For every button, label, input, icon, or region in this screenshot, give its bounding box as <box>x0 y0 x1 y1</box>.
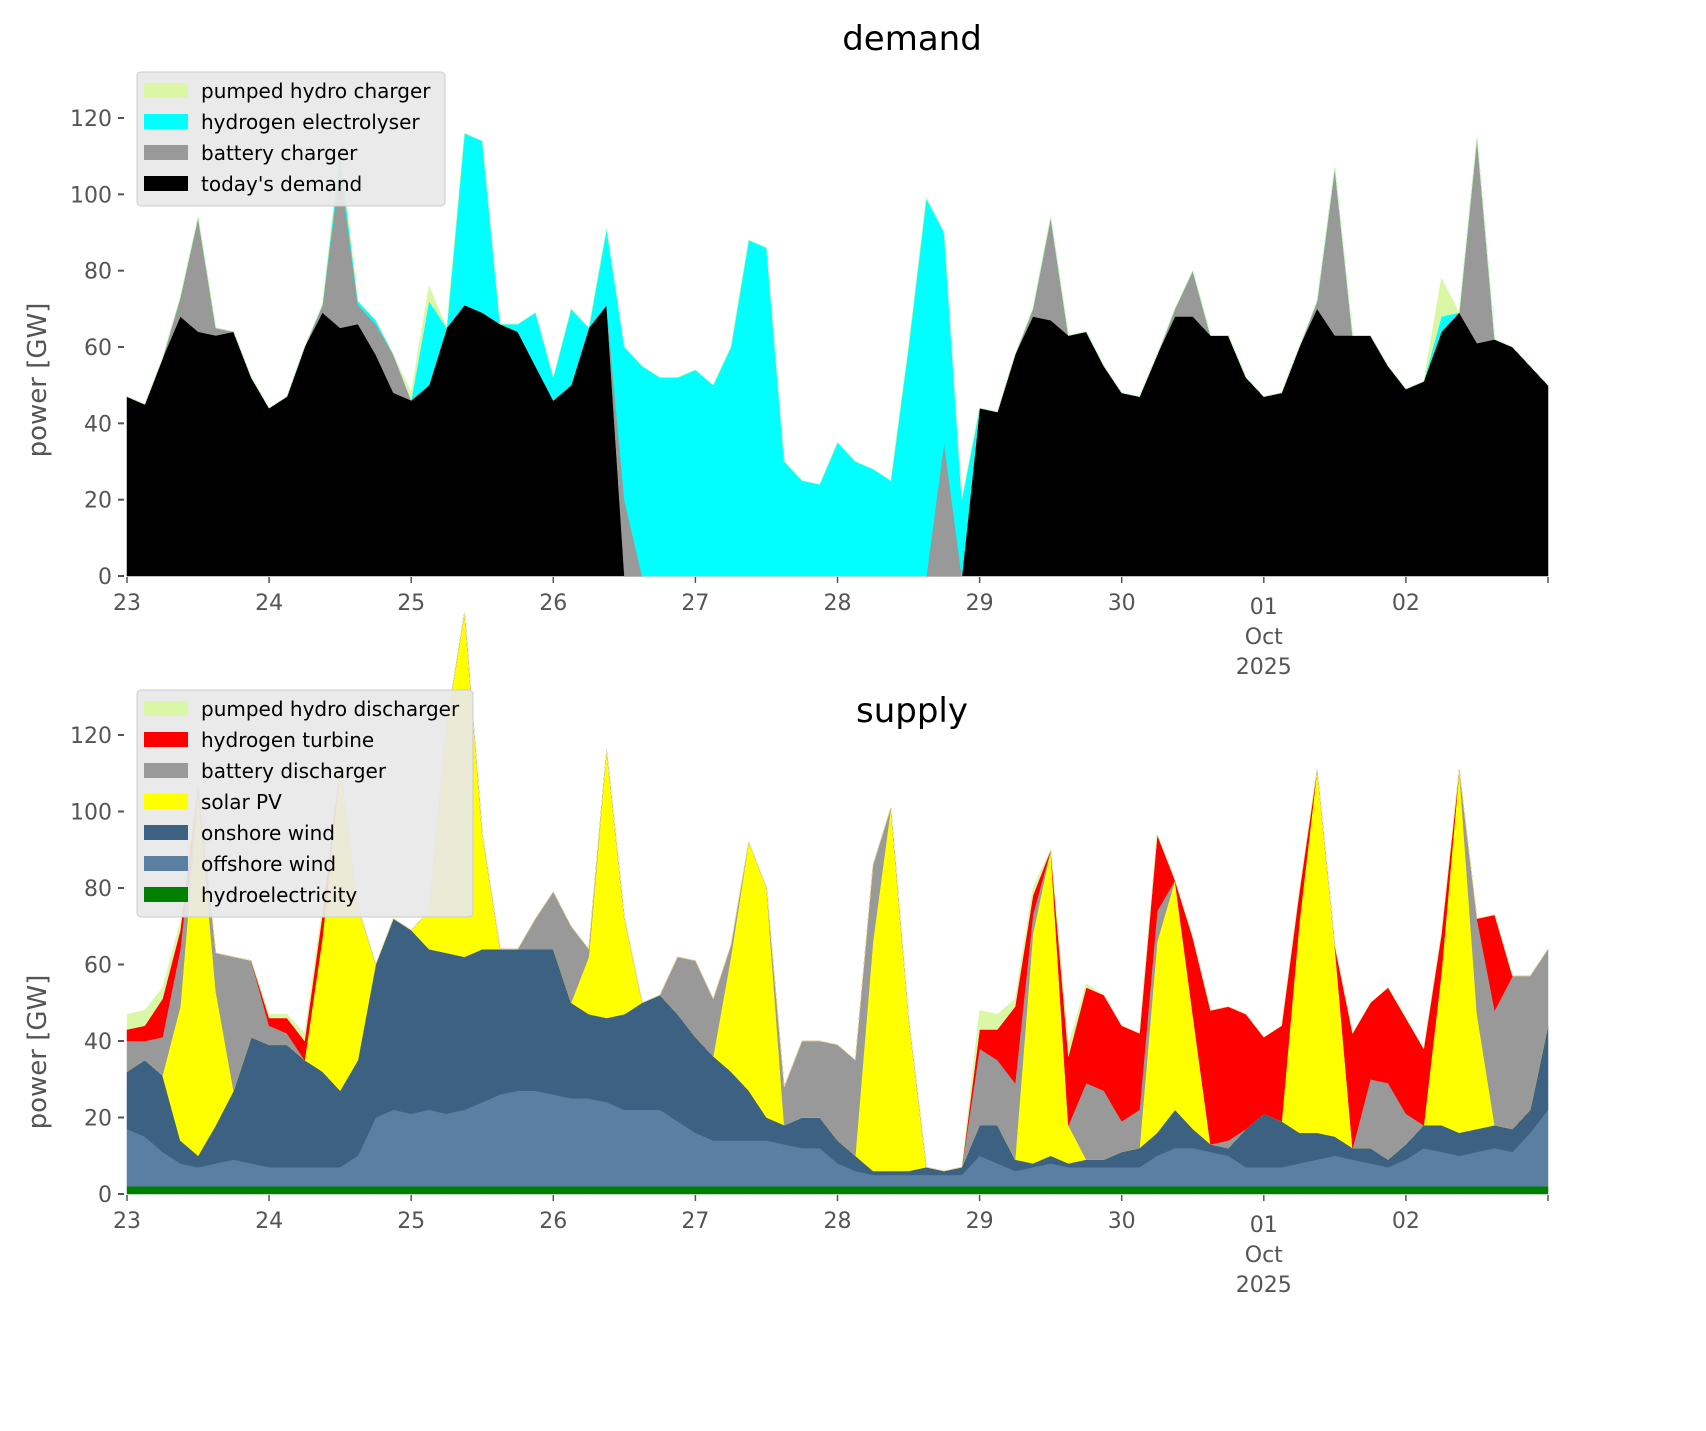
supply-x-tick-label: 27 <box>681 1209 709 1234</box>
supply-x-tick-label: 23 <box>113 1209 141 1234</box>
supply-legend-swatch-hydroelectricity <box>144 887 188 902</box>
supply-chart-title: supply <box>856 691 968 731</box>
supply-x-tick-label: 02 <box>1392 1209 1420 1234</box>
supply-legend-swatch-solar-pv <box>144 794 188 809</box>
demand-x-tick-label: 28 <box>824 591 852 616</box>
supply-area-pumped-hydro-discharger <box>126 612 1549 1172</box>
demand-x-tick-label: 27 <box>681 591 709 616</box>
supply-y-tick-label: 100 <box>70 801 112 826</box>
demand-legend-swatch-hydrogen-electrolyser <box>144 114 188 129</box>
supply-x-tick-label: 29 <box>966 1209 994 1234</box>
supply-x-tick-label: 24 <box>255 1209 283 1234</box>
demand-legend-label-battery-charger: battery charger <box>201 141 358 165</box>
supply-x-tick-label: 28 <box>824 1209 852 1234</box>
demand-x-tick-label: 24 <box>255 591 283 616</box>
supply-legend-swatch-hydrogen-turbine <box>144 732 188 747</box>
supply-y-tick-label: 0 <box>98 1183 112 1208</box>
supply-legend: pumped hydro discharger hydrogen turbine b… <box>136 689 474 918</box>
demand-legend-label-today-s-demand: today's demand <box>201 172 362 196</box>
demand-legend-label-hydrogen-electrolyser: hydrogen electrolyser <box>201 110 420 134</box>
demand-y-tick-label: 20 <box>84 489 112 514</box>
supply-area-hydroelectricity <box>126 1186 1549 1195</box>
demand-x-tick-sublabel: 2025 <box>1236 655 1292 680</box>
supply-legend-swatch-battery-discharger <box>144 763 188 778</box>
supply-y-tick-label: 60 <box>84 954 112 979</box>
demand-y-tick-label: 120 <box>70 107 112 132</box>
demand-chart-title: demand <box>842 19 982 59</box>
demand-legend-swatch-today-s-demand <box>144 176 188 191</box>
demand-y-tick-label: 40 <box>84 412 112 437</box>
demand-legend-box <box>136 71 446 207</box>
demand-x-axis: 23 24 25 26 27 28 29 30 01 Oct 2025 02 <box>113 577 1549 680</box>
supply-legend-swatch-pumped-hydro-discharger <box>144 701 188 716</box>
supply-legend-label-solar-pv: solar PV <box>201 790 282 814</box>
supply-areas <box>126 612 1549 1195</box>
demand-legend-label-pumped-hydro-charger: pumped hydro charger <box>201 79 431 103</box>
supply-y-axis-title: power [GW] <box>23 975 53 1130</box>
supply-x-tick-sublabel: 2025 <box>1236 1273 1292 1298</box>
demand-y-tick-label: 0 <box>98 565 112 590</box>
supply-y-tick-label: 80 <box>84 877 112 902</box>
supply-x-axis: 23 24 25 26 27 28 29 30 01 Oct 2025 02 <box>113 1195 1549 1298</box>
supply-legend-label-hydrogen-turbine: hydrogen turbine <box>201 728 374 752</box>
supply-x-tick-label: 30 <box>1108 1209 1136 1234</box>
supply-y-tick-label: 40 <box>84 1030 112 1055</box>
demand-legend-swatch-battery-charger <box>144 145 188 160</box>
demand-x-tick-label: 25 <box>397 591 425 616</box>
demand-legend-swatch-pumped-hydro-charger <box>144 83 188 98</box>
supply-y-tick-label: 20 <box>84 1107 112 1132</box>
supply-legend-box <box>136 689 474 918</box>
demand-x-tick-label: 23 <box>113 591 141 616</box>
supply-legend-label-hydroelectricity: hydroelectricity <box>201 883 357 907</box>
demand-x-tick-sublabel: Oct <box>1245 625 1283 650</box>
demand-areas <box>126 132 1549 577</box>
demand-x-tick-label: 30 <box>1108 591 1136 616</box>
demand-y-tick-label: 100 <box>70 183 112 208</box>
demand-y-tick-label: 60 <box>84 336 112 361</box>
supply-x-tick-label: 26 <box>539 1209 567 1234</box>
supply-legend-label-pumped-hydro-discharger: pumped hydro discharger <box>201 697 460 721</box>
supply-legend-label-offshore-wind: offshore wind <box>201 852 336 876</box>
supply-y-axis: 0 20 40 60 80 100 120 <box>70 724 124 1208</box>
supply-x-tick-sublabel: Oct <box>1245 1243 1283 1268</box>
supply-legend-label-onshore-wind: onshore wind <box>201 821 335 845</box>
supply-x-tick-label: 01 <box>1250 1213 1278 1238</box>
supply-legend-swatch-offshore-wind <box>144 856 188 871</box>
demand-area-pumped-hydro-charger <box>126 132 1549 500</box>
demand-y-axis: 0 20 40 60 80 100 120 <box>70 107 124 590</box>
demand-x-tick-label: 02 <box>1392 591 1420 616</box>
demand-x-tick-label: 26 <box>539 591 567 616</box>
supply-x-tick-label: 25 <box>397 1209 425 1234</box>
demand-x-tick-label: 01 <box>1250 595 1278 620</box>
demand-y-tick-label: 80 <box>84 260 112 285</box>
demand-legend: pumped hydro charger hydrogen electrolyse… <box>136 71 446 207</box>
demand-x-tick-label: 29 <box>966 591 994 616</box>
demand-y-axis-title: power [GW] <box>23 303 53 458</box>
supply-y-tick-label: 120 <box>70 724 112 749</box>
supply-legend-swatch-onshore-wind <box>144 825 188 840</box>
supply-legend-label-battery-discharger: battery discharger <box>201 759 387 783</box>
